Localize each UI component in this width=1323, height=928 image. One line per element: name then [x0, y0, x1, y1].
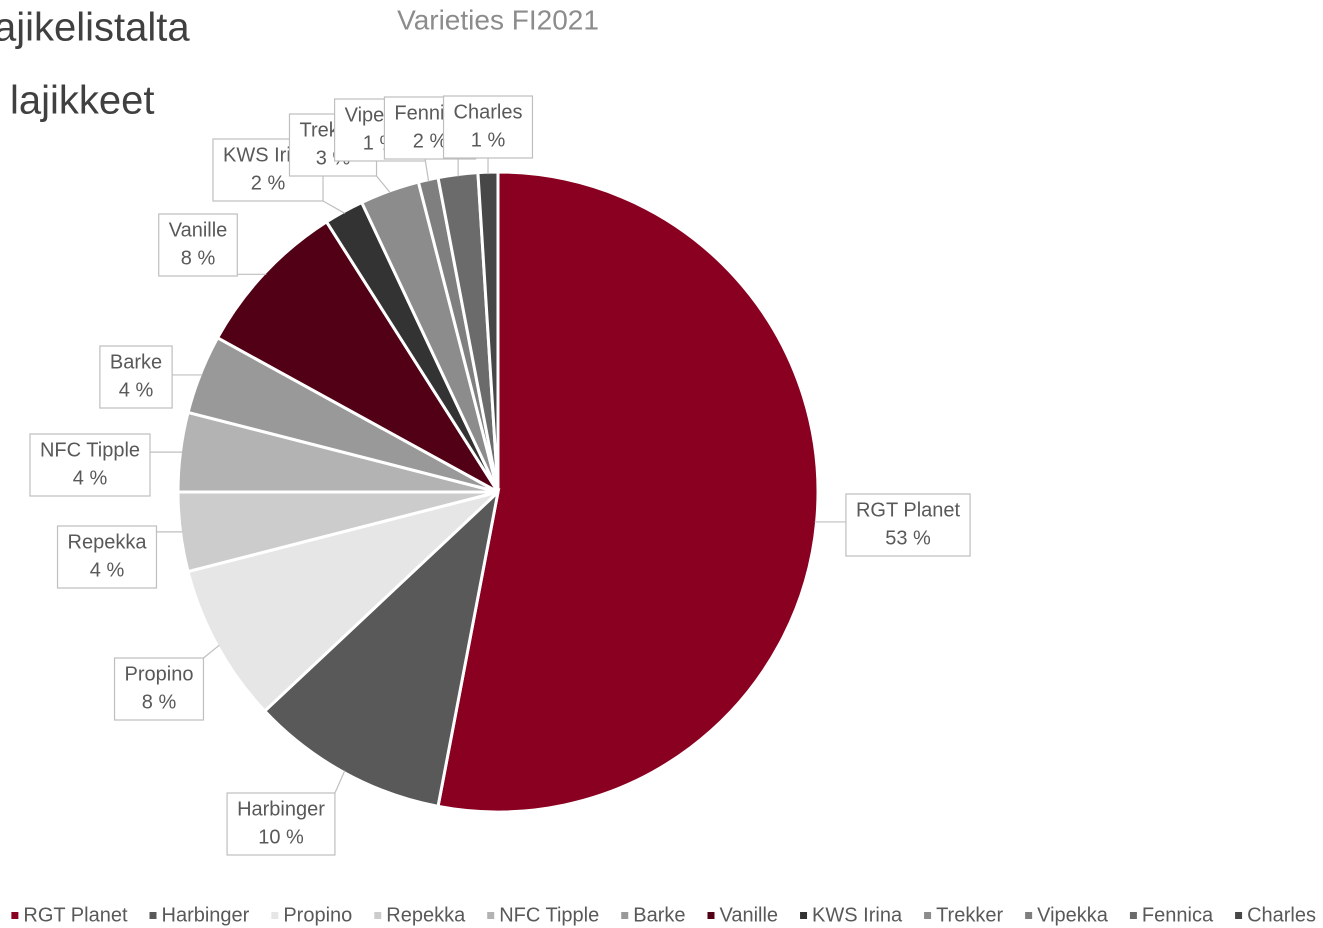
- label-box: [113, 657, 205, 721]
- legend-marker: [1129, 912, 1137, 919]
- leader-line: [376, 175, 391, 194]
- legend-marker: [924, 912, 932, 919]
- data-label-value: 53 %: [885, 527, 931, 549]
- leader-line: [334, 770, 346, 794]
- data-label-value: 8 %: [181, 247, 216, 269]
- legend-item: Repekka: [374, 904, 466, 926]
- label-box: [99, 345, 173, 409]
- data-label-name: NFC Tipple: [40, 439, 140, 461]
- data-label: RGT Planet 53 %: [845, 493, 971, 557]
- legend-marker: [621, 912, 629, 919]
- legend-item: Barke: [621, 904, 685, 926]
- data-label-name: Harbinger: [237, 798, 325, 820]
- legend-item: NFC Tipple: [487, 904, 599, 926]
- legend-marker: [374, 912, 382, 919]
- data-label-name: Charles: [454, 101, 523, 123]
- data-label-name: Propino: [125, 663, 194, 685]
- legend-label: Trekker: [936, 904, 1003, 926]
- data-label-name: Vanille: [169, 219, 228, 241]
- legend-marker: [271, 912, 279, 919]
- leader-line: [203, 644, 220, 659]
- legend-item: Charles: [1235, 904, 1316, 926]
- legend-label: Harbinger: [162, 904, 250, 926]
- legend-marker: [707, 912, 715, 919]
- legend-label: Vanille: [719, 904, 778, 926]
- legend-label: RGT Planet: [23, 904, 128, 926]
- legend-item: Trekker: [924, 904, 1003, 926]
- data-label: Repekka 4 %: [56, 525, 158, 589]
- leader-line: [322, 200, 346, 214]
- slide-text: lajikkeet: [10, 79, 155, 123]
- data-label-value: 8 %: [142, 691, 177, 713]
- slide-text: ajikelistalta: [0, 6, 190, 50]
- legend-marker: [1235, 912, 1243, 919]
- legend-marker: [1025, 912, 1033, 919]
- legend-marker: [149, 912, 157, 919]
- label-box: [226, 792, 336, 856]
- legend-label: Repekka: [386, 904, 466, 926]
- legend-label: KWS Irina: [812, 904, 903, 926]
- legend-label: Barke: [633, 904, 685, 926]
- legend-label: Charles: [1247, 904, 1316, 926]
- legend-label: Propino: [283, 904, 352, 926]
- data-label-value: 1 %: [471, 129, 506, 151]
- legend-item: Vipekka: [1025, 904, 1109, 926]
- chart-title: Varieties FI2021: [397, 4, 599, 35]
- data-label-name: Repekka: [68, 531, 148, 553]
- data-label-value: 2 %: [413, 130, 448, 152]
- legend-marker: [800, 912, 808, 919]
- legend-marker: [487, 912, 495, 919]
- legend-item: Propino: [271, 904, 352, 926]
- data-label-value: 4 %: [119, 379, 154, 401]
- legend-marker: [11, 912, 19, 919]
- label-box: [845, 493, 971, 557]
- label-box: [29, 433, 151, 497]
- data-label: Propino 8 %: [113, 657, 205, 721]
- legend-label: NFC Tipple: [499, 904, 599, 926]
- legend-item: RGT Planet: [11, 904, 128, 926]
- data-label: Barke 4 %: [99, 345, 173, 409]
- legend-item: Vanille: [707, 904, 778, 926]
- data-label-name: RGT Planet: [856, 499, 961, 521]
- data-label: Charles 1 %: [442, 95, 534, 159]
- legend-item: KWS Irina: [800, 904, 903, 926]
- data-label-value: 4 %: [90, 559, 125, 581]
- legend-item: Fennica: [1129, 904, 1214, 926]
- data-label: Harbinger 10 %: [226, 792, 336, 856]
- data-label: NFC Tipple 4 %: [29, 433, 151, 497]
- data-label-value: 4 %: [73, 467, 108, 489]
- label-box: [158, 213, 238, 277]
- legend-label: Fennica: [1142, 904, 1214, 926]
- data-label-name: Barke: [110, 351, 162, 373]
- data-label-value: 2 %: [251, 172, 286, 194]
- label-box: [442, 95, 534, 159]
- pie-slice: [215, 219, 500, 494]
- leader-line: [424, 160, 430, 182]
- label-box: [56, 525, 158, 589]
- legend-item: Harbinger: [149, 904, 250, 926]
- data-label-value: 10 %: [258, 826, 304, 848]
- data-label: Vanille 8 %: [158, 213, 238, 277]
- legend-label: Vipekka: [1037, 904, 1109, 926]
